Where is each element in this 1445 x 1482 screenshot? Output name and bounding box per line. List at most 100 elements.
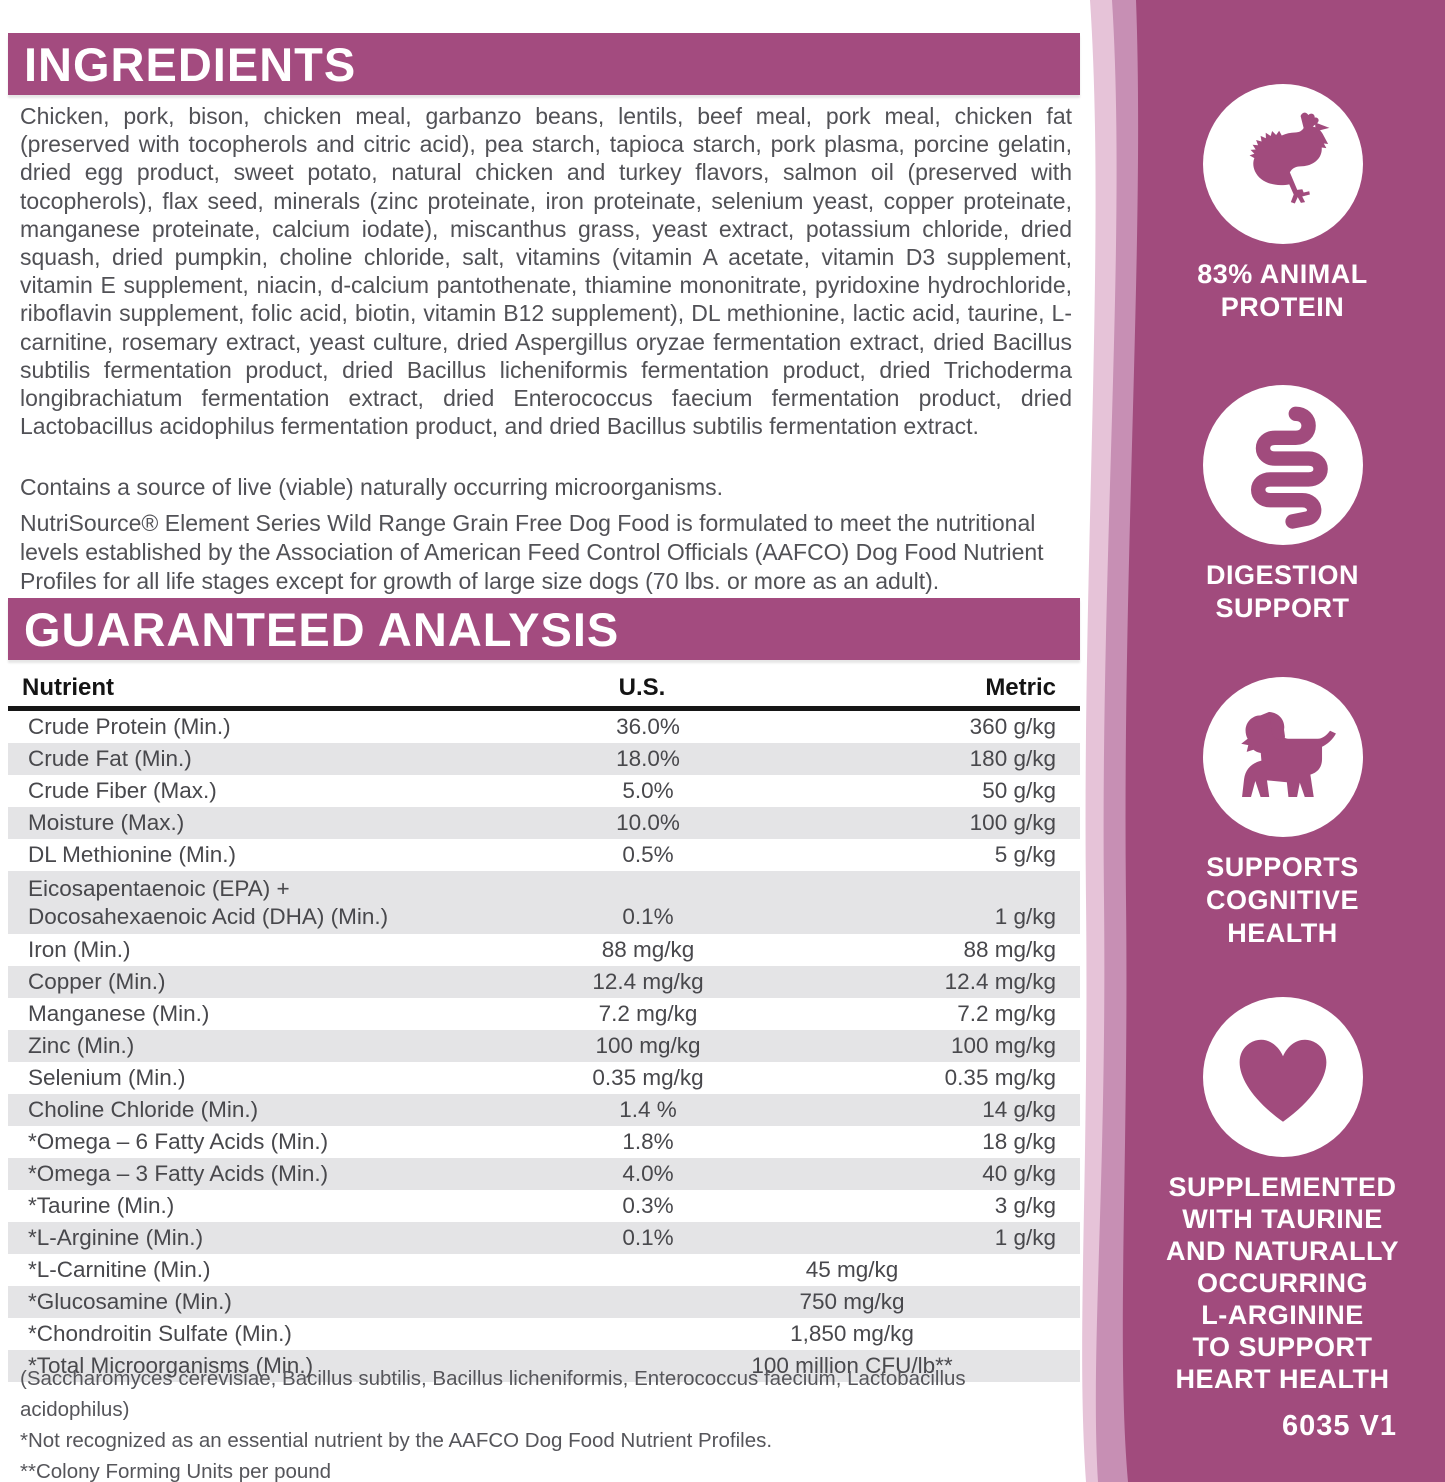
ga-table-row: *Chondroitin Sulfate (Min.) 1,850 mg/kg	[8, 1318, 1080, 1350]
us-value: 18.0%	[616, 746, 680, 771]
nutrient-name: Moisture (Max.)	[28, 810, 185, 835]
product-code: 6035 V1	[1281, 1410, 1397, 1442]
nutrient-name: *L-Carnitine (Min.)	[28, 1257, 211, 1282]
puppy-icon	[1203, 677, 1363, 837]
ingredients-text: Chicken, pork, bison, chicken meal, garb…	[20, 103, 1072, 440]
nutrient-name: *Omega – 6 Fatty Acids (Min.)	[28, 1129, 329, 1154]
metric-value: 3 g/kg	[994, 1193, 1056, 1218]
us-value: 36.0%	[616, 714, 680, 739]
nutrient-name: Crude Fat (Min.)	[28, 746, 192, 771]
combined-value: 100 million CFU/lb**	[751, 1353, 953, 1378]
animal-protein-label: 83% ANIMAL PROTEIN	[1197, 259, 1368, 322]
ga-table-row: Iron (Min.) 88 mg/kg 88 mg/kg	[8, 934, 1080, 966]
nutrient-name: *Glucosamine (Min.)	[28, 1289, 232, 1314]
ga-footnotes: (Saccharomyces cerevisiae, Bacillus subt…	[20, 1363, 1072, 1482]
ga-table-row: Manganese (Min.) 7.2 mg/kg 7.2 mg/kg	[8, 998, 1080, 1030]
heart-health-label: SUPPLEMENTED WITH TAURINE AND NATURALLY …	[1166, 1172, 1399, 1394]
ga-table-row: Crude Fat (Min.) 18.0% 180 g/kg	[8, 743, 1080, 775]
aafco-statement: NutriSource® Element Series Wild Range G…	[20, 510, 1044, 594]
sidebar-section-digestion: DIGESTION SUPPORT	[1110, 385, 1445, 625]
footnote: (Saccharomyces cerevisiae, Bacillus subt…	[20, 1367, 966, 1421]
metric-value: 12.4 mg/kg	[944, 969, 1056, 994]
metric-value: 40 g/kg	[982, 1161, 1056, 1186]
intestines-icon	[1203, 385, 1363, 545]
ga-table-row: Zinc (Min.) 100 mg/kg 100 mg/kg	[8, 1030, 1080, 1062]
guaranteed-analysis-title: GUARANTEED ANALYSIS	[24, 602, 620, 656]
nutrient-name: Choline Chloride (Min.)	[28, 1097, 259, 1122]
ingredients-header-bar: INGREDIENTS	[8, 33, 1080, 95]
metric-value: 0.35 mg/kg	[944, 1065, 1056, 1090]
nutrient-name: *Omega – 3 Fatty Acids (Min.)	[28, 1161, 329, 1186]
ga-table-row: *Taurine (Min.) 0.3% 3 g/kg	[8, 1190, 1080, 1222]
ga-table-row: Eicosapentaenoic (EPA) + Docosahexaenoic…	[8, 871, 1080, 934]
us-value: 100 mg/kg	[595, 1033, 701, 1058]
nutrient-name: Crude Protein (Min.)	[28, 714, 231, 739]
column-header-metric: Metric	[985, 674, 1056, 701]
metric-value: 1 g/kg	[994, 904, 1056, 929]
nutrient-name: *Total Microorganisms (Min.)	[28, 1353, 314, 1378]
us-value: 0.3%	[622, 1193, 674, 1218]
metric-value: 50 g/kg	[982, 778, 1056, 803]
heart-icon	[1203, 997, 1363, 1157]
metric-value: 14 g/kg	[982, 1097, 1056, 1122]
nutrient-name: *L-Arginine (Min.)	[28, 1225, 204, 1250]
us-value: 1.4 %	[619, 1097, 677, 1122]
ingredients-title: INGREDIENTS	[24, 37, 357, 91]
metric-value: 5 g/kg	[994, 842, 1056, 867]
metric-value: 88 mg/kg	[963, 937, 1056, 962]
ga-table-body: Crude Protein (Min.) 36.0% 360 g/kg Crude F…	[8, 711, 1080, 1382]
footnote: *Not recognized as an essential nutrient…	[20, 1429, 773, 1452]
sidebar-section-cognitive: SUPPORTS COGNITIVE HEALTH	[1110, 677, 1445, 950]
us-value: 7.2 mg/kg	[598, 1001, 698, 1026]
us-value: 0.1%	[622, 904, 674, 929]
us-value: 0.1%	[622, 1225, 674, 1250]
metric-value: 18 g/kg	[982, 1129, 1056, 1154]
sidebar-section-animal-protein: 83% ANIMAL PROTEIN	[1110, 84, 1445, 324]
ga-table-row: *Total Microorganisms (Min.) 100 million …	[8, 1350, 1080, 1382]
combined-value: 1,850 mg/kg	[790, 1321, 914, 1346]
metric-value: 1 g/kg	[994, 1225, 1056, 1250]
sidebar-section-heart: SUPPLEMENTED WITH TAURINE AND NATURALLY …	[1110, 997, 1445, 1395]
microorganisms-note: Contains a source of live (viable) natur…	[20, 474, 724, 500]
metric-value: 7.2 mg/kg	[957, 1001, 1056, 1026]
guaranteed-analysis-table: Nutrient U.S. Metric Crude Protein (Min.…	[8, 670, 1080, 1382]
metric-value: 100 g/kg	[969, 810, 1056, 835]
cognitive-label: SUPPORTS COGNITIVE HEALTH	[1205, 852, 1359, 948]
ga-table-row: DL Methionine (Min.) 0.5% 5 g/kg	[8, 839, 1080, 871]
nutrient-name: Eicosapentaenoic (EPA) + Docosahexaenoic…	[28, 875, 389, 929]
nutrient-name: DL Methionine (Min.)	[28, 842, 236, 867]
ga-table-row: Selenium (Min.) 0.35 mg/kg 0.35 mg/kg	[8, 1062, 1080, 1094]
metric-value: 180 g/kg	[969, 746, 1056, 771]
nutrient-name: *Chondroitin Sulfate (Min.)	[28, 1321, 292, 1346]
nutrient-name: Zinc (Min.)	[28, 1033, 135, 1058]
nutrient-name: Copper (Min.)	[28, 969, 166, 994]
ga-table-row: Crude Fiber (Max.) 5.0% 50 g/kg	[8, 775, 1080, 807]
nutrient-name: *Taurine (Min.)	[28, 1193, 175, 1218]
ga-table-row: *Glucosamine (Min.) 750 mg/kg	[8, 1286, 1080, 1318]
us-value: 88 mg/kg	[601, 937, 695, 962]
nutrient-name: Crude Fiber (Max.)	[28, 778, 217, 803]
ga-table-header-row: Nutrient U.S. Metric	[8, 670, 1080, 711]
nutrient-name: Iron (Min.)	[28, 937, 131, 962]
us-value: 0.35 mg/kg	[592, 1065, 704, 1090]
ga-table-row: Copper (Min.) 12.4 mg/kg 12.4 mg/kg	[8, 966, 1080, 998]
us-value: 5.0%	[622, 778, 674, 803]
us-value: 1.8%	[622, 1129, 674, 1154]
us-value: 10.0%	[616, 810, 680, 835]
nutrient-name: Selenium (Min.)	[28, 1065, 186, 1090]
footnote: **Colony Forming Units per pound	[20, 1460, 332, 1482]
metric-value: 100 mg/kg	[950, 1033, 1056, 1058]
ga-table-row: *L-Carnitine (Min.) 45 mg/kg	[8, 1254, 1080, 1286]
us-value: 12.4 mg/kg	[592, 969, 704, 994]
ga-table-row: Moisture (Max.) 10.0% 100 g/kg	[8, 807, 1080, 839]
chicken-icon	[1203, 84, 1363, 244]
metric-value: 360 g/kg	[969, 714, 1056, 739]
digestion-label: DIGESTION SUPPORT	[1205, 560, 1359, 623]
column-header-us: U.S.	[618, 674, 666, 701]
ga-table-row: Choline Chloride (Min.) 1.4 % 14 g/kg	[8, 1094, 1080, 1126]
us-value: 0.5%	[622, 842, 674, 867]
ga-table-row: *Omega – 6 Fatty Acids (Min.) 1.8% 18 g/kg	[8, 1126, 1080, 1158]
ga-table-row: *Omega – 3 Fatty Acids (Min.) 4.0% 40 g/kg	[8, 1158, 1080, 1190]
us-value: 4.0%	[622, 1161, 674, 1186]
